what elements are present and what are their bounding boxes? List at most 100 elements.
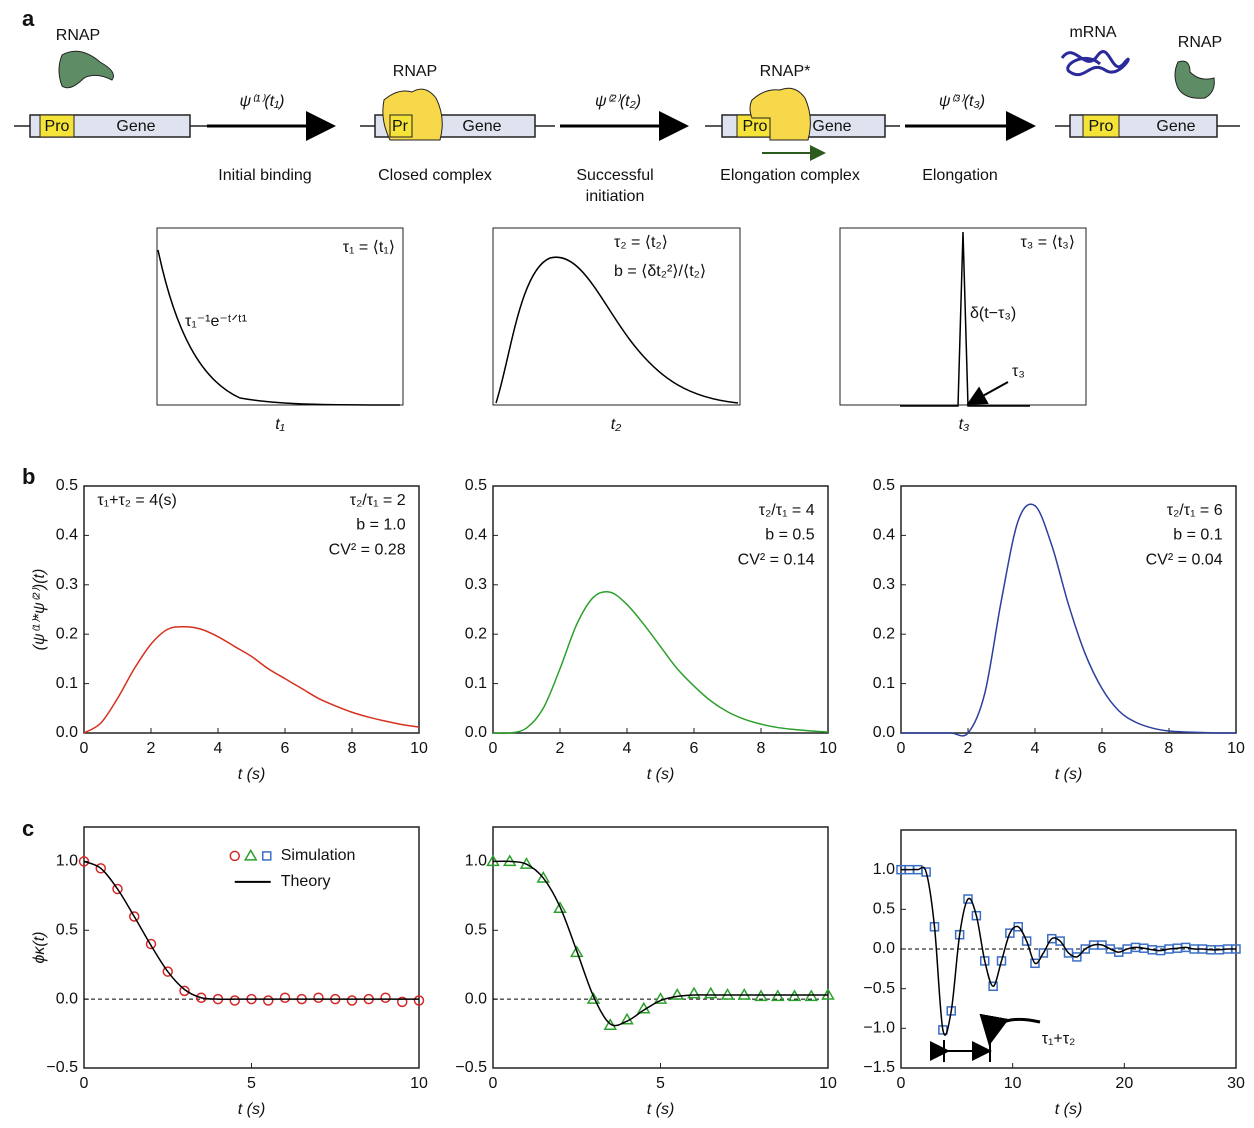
promoter-label: Pr — [392, 118, 409, 135]
x-tick-label: 6 — [281, 740, 290, 757]
y-tick-label: 0.0 — [465, 990, 487, 1007]
y-tick-label: −1.5 — [863, 1059, 895, 1076]
marker — [963, 894, 973, 904]
marker — [279, 992, 291, 1004]
panel-label: a — [22, 6, 35, 31]
promoter — [1082, 114, 1120, 138]
y-tick-label: −0.5 — [46, 1059, 78, 1076]
x-tick-label: 2 — [147, 740, 156, 757]
x-tick-label: 10 — [410, 1075, 428, 1092]
state-label: Closed complex — [378, 167, 492, 184]
y-tick-label: 1.0 — [465, 853, 487, 870]
line — [492, 590, 829, 735]
y-tick-label: 0.1 — [56, 675, 78, 692]
legend-marker — [229, 850, 240, 862]
promoter-label: Pro — [45, 118, 70, 135]
x-tick-label: 4 — [214, 740, 223, 757]
marker — [1030, 958, 1040, 969]
annotation: b = 0.1 — [1173, 527, 1222, 544]
annotation: τ₂/τ₁ = 2 — [350, 492, 406, 509]
rate-label: ψ⁽¹⁾(t₁) — [240, 93, 285, 110]
x-tick-label: 0 — [489, 740, 498, 757]
mrna-shape — [1060, 50, 1130, 76]
y-tick-label: 0.0 — [873, 940, 895, 957]
marker — [346, 995, 358, 1006]
annotation: τ₂/τ₁ = 4 — [759, 502, 815, 519]
annotation: CV² = 0.14 — [738, 551, 815, 568]
annotation-arrow — [966, 381, 1009, 405]
annotation: τ₂/τ₁ = 6 — [1167, 502, 1223, 519]
marker — [413, 995, 425, 1006]
dist-xlabel: t₁ — [275, 416, 285, 433]
rnap-label: RNAP — [1178, 34, 1222, 51]
marker — [703, 986, 718, 999]
dist-frame — [156, 227, 404, 406]
y-tick-label: 0.2 — [465, 625, 487, 642]
marker — [971, 910, 982, 921]
y-tick-label: 0.5 — [56, 477, 78, 494]
x-tick-label: 8 — [348, 740, 357, 757]
x-tick-label: 2 — [556, 740, 565, 757]
promoter-label: Pro — [743, 118, 768, 135]
promoter-label: Pro — [1089, 118, 1114, 135]
mrna-label: mRNA — [1069, 24, 1116, 41]
gene-label: Gene — [812, 118, 851, 135]
x-axis-label: t (s) — [1055, 1101, 1083, 1118]
plot-frame — [83, 485, 420, 734]
y-tick-label: 0.5 — [873, 901, 895, 918]
y-tick-label: 1.0 — [873, 861, 895, 878]
plot-frame — [492, 485, 829, 734]
marker — [196, 992, 207, 1004]
y-tick-label: 0.3 — [873, 576, 895, 593]
rnap-shape — [749, 87, 811, 141]
x-tick-label: 0 — [897, 740, 906, 757]
marker — [988, 981, 998, 992]
y-axis-label: (ψ⁽¹⁾*ψ⁽²⁾)(t) — [31, 569, 48, 651]
marker — [129, 911, 140, 922]
line — [83, 860, 419, 1000]
marker — [1021, 936, 1032, 946]
dist-frame — [492, 227, 741, 406]
y-tick-label: −0.5 — [863, 980, 895, 997]
x-tick-label: 0 — [80, 740, 89, 757]
marker — [179, 985, 190, 997]
y-tick-label: 0.0 — [56, 724, 78, 741]
y-tick-label: 0.2 — [873, 625, 895, 642]
plot-frame — [83, 826, 420, 1069]
step-label: Initial binding — [218, 167, 311, 184]
dist-curve — [900, 231, 1030, 407]
dist-annotation: τ₂ = ⟨t₂⟩ — [614, 234, 668, 251]
dist-curve — [495, 256, 739, 404]
x-tick-label: 2 — [964, 740, 973, 757]
rate-label: ψ⁽³⁾(t₃) — [939, 93, 985, 110]
x-tick-label: 4 — [623, 740, 632, 757]
line — [83, 626, 420, 734]
step-label: Elongation — [922, 167, 998, 184]
y-tick-label: 1.0 — [56, 853, 78, 870]
marker — [586, 992, 601, 1004]
rate-label: ψ⁽²⁾(t₂) — [595, 93, 641, 110]
dist-annotation: τ₃ — [1012, 363, 1025, 380]
x-tick-label: 0 — [897, 1075, 906, 1092]
x-axis-label: t (s) — [647, 766, 675, 783]
panel-label: c — [22, 816, 34, 841]
y-tick-label: 0.3 — [56, 576, 78, 593]
y-tick-label: −0.5 — [455, 1059, 487, 1076]
y-tick-label: 0.5 — [56, 922, 78, 939]
y-tick-label: 0.1 — [873, 675, 895, 692]
y-tick-label: 0.0 — [873, 724, 895, 741]
step-label: Successful — [576, 167, 653, 184]
annotation: b = 1.0 — [356, 517, 405, 534]
x-axis-label: t (s) — [647, 1101, 675, 1118]
marker — [380, 992, 391, 1004]
y-tick-label: 0.0 — [465, 724, 487, 741]
annotation: CV² = 0.04 — [1146, 551, 1223, 568]
plot-frame — [900, 485, 1237, 734]
marker — [653, 992, 668, 1004]
x-tick-label: 0 — [489, 1075, 498, 1092]
annotation: τ₁+τ₂ = 4(s) — [97, 492, 176, 509]
x-tick-label: 10 — [819, 740, 837, 757]
y-tick-label: −1.0 — [863, 1020, 895, 1037]
x-tick-label: 5 — [247, 1075, 256, 1092]
marker — [1038, 948, 1049, 958]
